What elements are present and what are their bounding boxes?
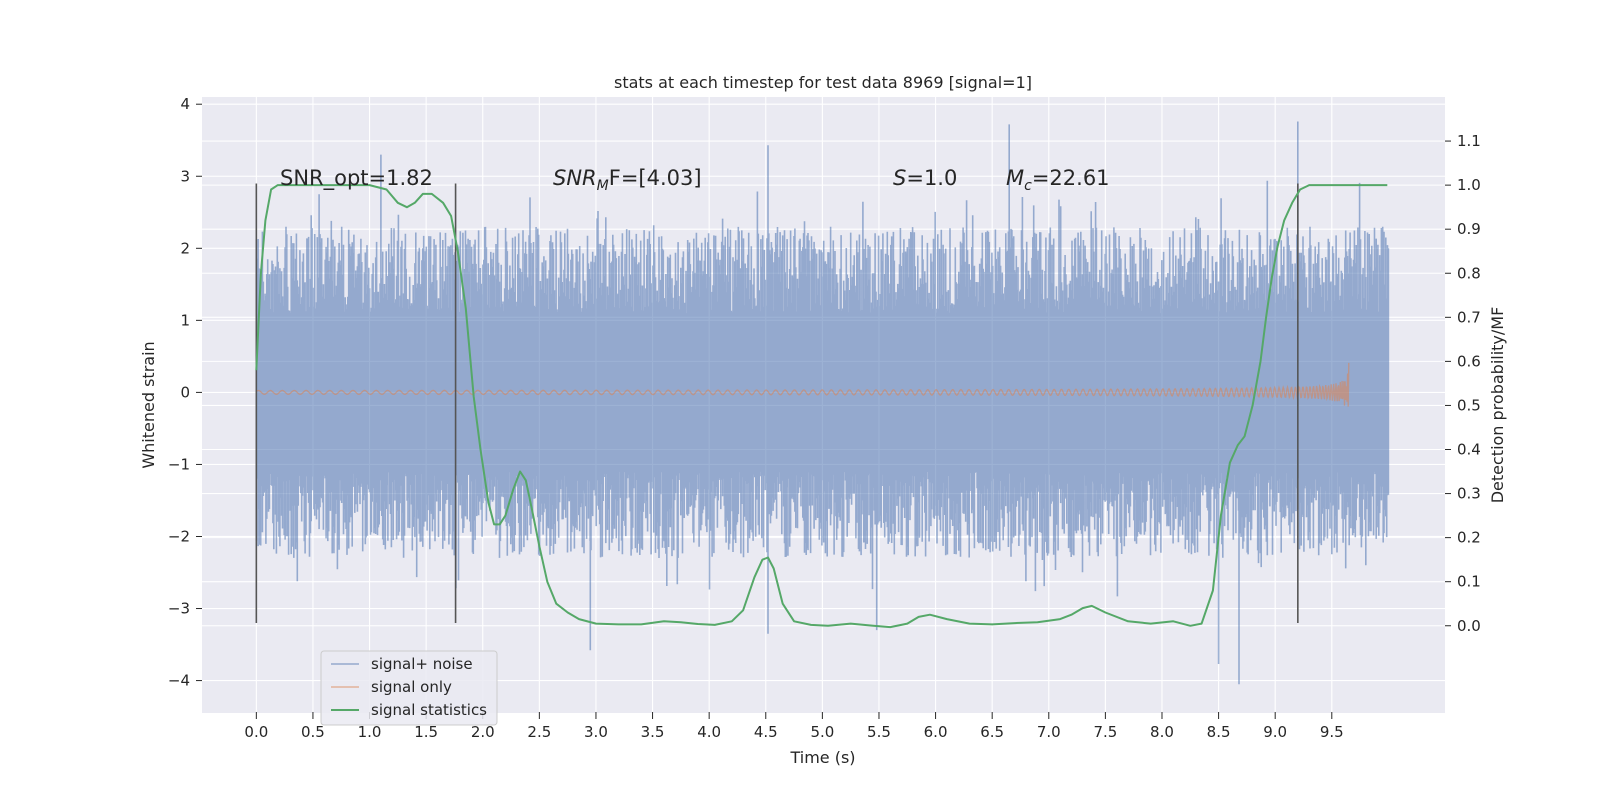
y2-tick-label: 0.9 [1457, 220, 1481, 238]
series-signal-only [255, 362, 1350, 407]
annotation-mc: Mc=22.61 [1006, 166, 1110, 194]
y-tick-label: −2 [168, 527, 190, 545]
y2-tick-label: 0.5 [1457, 396, 1481, 414]
x-tick-label: 5.0 [810, 723, 834, 741]
x-tick-label: 2.0 [471, 723, 495, 741]
y-tick-label: −4 [168, 672, 190, 690]
y-tick-label: −1 [168, 455, 190, 473]
y2-axis-label: Detection probability/MF [1488, 307, 1507, 504]
signal-chirp [255, 362, 1350, 407]
y2-tick-label: 0.7 [1457, 308, 1481, 326]
y2-tick-label: 0.6 [1457, 352, 1481, 370]
x-tick-label: 6.5 [980, 723, 1004, 741]
x-tick-label: 4.5 [754, 723, 778, 741]
x-tick-label: 3.0 [584, 723, 608, 741]
y-tick-label: 3 [180, 167, 190, 185]
x-tick-label: 1.0 [358, 723, 382, 741]
x-tick-label: 8.0 [1150, 723, 1174, 741]
y2-tick-label: 1.0 [1457, 176, 1481, 194]
annotation-snr-opt: SNR_opt=1.82 [280, 166, 433, 191]
y-tick-label: 1 [180, 311, 190, 329]
x-tick-label: 1.5 [414, 723, 438, 741]
y2-tick-label: 0.2 [1457, 529, 1481, 547]
x-tick-label: 3.5 [641, 723, 665, 741]
y2-tick-label: 1.1 [1457, 132, 1481, 150]
y-tick-label: 4 [180, 95, 190, 113]
y-tick-labels: −4 −3 −2 −1 0 1 2 3 4 [168, 95, 202, 690]
x-axis-label: Time (s) [789, 748, 855, 767]
legend: signal+ noise signal only signal statist… [320, 650, 498, 726]
y2-tick-label: 0.1 [1457, 573, 1481, 591]
legend-label-signal-statistics: signal statistics [371, 701, 487, 719]
annotation-s: S=1.0 [893, 166, 957, 190]
y-axis-label: Whitened strain [139, 341, 158, 468]
y2-tick-label: 0.4 [1457, 441, 1481, 459]
y2-tick-label: 0.3 [1457, 485, 1481, 503]
statistics-line [255, 184, 1388, 629]
y-tick-label: 0 [180, 383, 190, 401]
legend-label-signal-noise: signal+ noise [371, 655, 473, 673]
x-tick-label: 2.5 [527, 723, 551, 741]
vertical-markers [255, 183, 1299, 623]
y2-tick-label: 0.8 [1457, 264, 1481, 282]
annotation-snr-mf: SNRMF=[4.03] [553, 166, 702, 194]
y2-tick-labels: 0.0 0.1 0.2 0.3 0.4 0.5 0.6 0.7 0.8 0.9 1.0 1.1 [1445, 132, 1481, 635]
x-tick-label: 7.5 [1093, 723, 1117, 741]
y-tick-label: −3 [168, 600, 190, 618]
legend-box [320, 650, 498, 726]
x-tick-label: 0.5 [301, 723, 325, 741]
chart-title: stats at each timestep for test data 896… [614, 73, 1032, 92]
x-tick-label: 8.5 [1207, 723, 1231, 741]
x-tick-label: 4.0 [697, 723, 721, 741]
x-tick-label: 9.5 [1320, 723, 1344, 741]
x-tick-label: 0.0 [244, 723, 268, 741]
x-tick-label: 7.0 [1037, 723, 1061, 741]
series-signal-statistics [255, 184, 1388, 629]
x-tick-labels: 0.0 0.5 1.0 1.5 2.0 2.5 3.0 3.5 4.0 4.5 5.0 5.5 6.0 6… [244, 712, 1344, 741]
y2-tick-label: 0.0 [1457, 617, 1481, 635]
y-tick-label: 2 [180, 239, 190, 257]
x-tick-label: 5.5 [867, 723, 891, 741]
x-tick-label: 9.0 [1263, 723, 1287, 741]
x-tick-label: 6.0 [924, 723, 948, 741]
legend-label-signal-only: signal only [371, 678, 452, 696]
